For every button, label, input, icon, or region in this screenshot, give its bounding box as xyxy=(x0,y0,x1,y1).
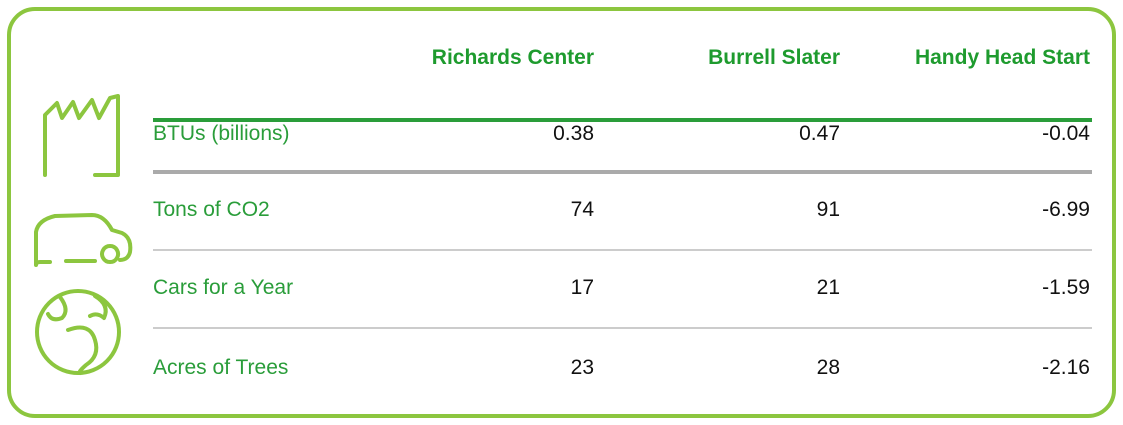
cell-value: 28 xyxy=(816,356,840,379)
column-header: Richards Center xyxy=(431,46,594,69)
cell-value: -2.16 xyxy=(1042,356,1090,379)
cell-value: 17 xyxy=(570,276,594,299)
row-label: Tons of CO2 xyxy=(153,198,270,221)
cell-value: 23 xyxy=(570,356,594,379)
row-label: Cars for a Year xyxy=(153,276,294,299)
cell-value: 21 xyxy=(816,276,840,299)
border xyxy=(7,7,1116,418)
factory-icon xyxy=(43,94,120,177)
cell-value: 91 xyxy=(816,198,840,221)
cell-value: -0.04 xyxy=(1042,122,1090,145)
cell-value: -1.59 xyxy=(1042,276,1090,299)
cell-value: 0.38 xyxy=(553,122,594,145)
globe-icon xyxy=(35,289,121,375)
row-label: BTUs (billions) xyxy=(153,122,290,145)
car-icon xyxy=(34,213,133,267)
cell-value: -6.99 xyxy=(1042,198,1090,221)
cell-value: 0.47 xyxy=(799,122,840,145)
column-header: Burrell Slater xyxy=(708,46,840,69)
globe-land xyxy=(46,294,108,375)
row-label: Acres of Trees xyxy=(153,356,289,379)
column-header: Handy Head Start xyxy=(914,46,1090,69)
cell-value: 74 xyxy=(570,198,594,221)
